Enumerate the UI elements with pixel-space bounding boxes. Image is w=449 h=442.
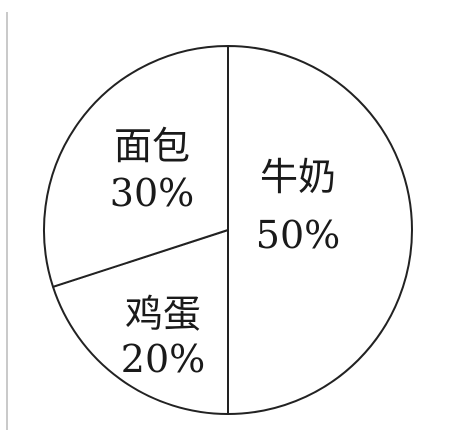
slice-label-eggs-value: 20% <box>121 337 205 381</box>
pie-slice-bread <box>43 45 229 288</box>
slice-label-bread-value: 30% <box>110 171 194 215</box>
pie-slice-eggs <box>52 229 229 415</box>
slice-label-bread-name: 面包 <box>114 124 190 168</box>
slice-label-eggs-name: 鸡蛋 <box>125 292 201 336</box>
slice-label-milk-value: 50% <box>256 213 340 257</box>
pie-slices <box>43 45 413 415</box>
slice-label-milk-name: 牛奶 <box>260 155 336 199</box>
pie-slice-milk <box>227 45 413 415</box>
